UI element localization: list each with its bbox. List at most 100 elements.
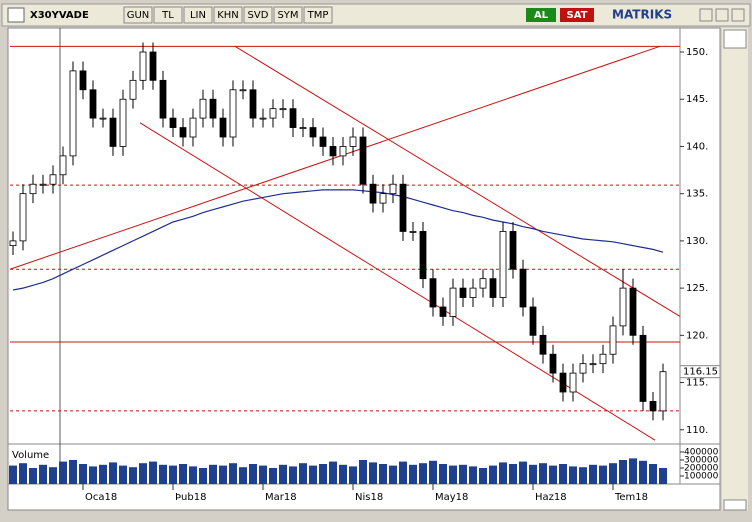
- toolbar-button[interactable]: [123, 6, 153, 24]
- volume-bar: [429, 460, 437, 484]
- candle-body: [549, 353, 557, 374]
- y-tick-label: 125.: [686, 283, 708, 294]
- volume-bar: [279, 464, 287, 484]
- x-tick-label: Haz18: [535, 492, 567, 503]
- buy-label: AL: [534, 10, 549, 21]
- candle-body: [389, 183, 397, 195]
- volume-bar: [559, 464, 567, 484]
- candle-body: [459, 287, 467, 298]
- candle-body: [429, 278, 437, 308]
- toolbar-button-label: SYM: [277, 10, 298, 21]
- trend-line: [9, 45, 661, 270]
- volume-bar: [539, 463, 547, 484]
- candle-body: [569, 372, 577, 393]
- candle-body: [259, 117, 267, 120]
- volume-bar: [349, 466, 357, 484]
- toolbar-button-label: TMP: [307, 10, 329, 21]
- minimize-button[interactable]: [699, 8, 713, 22]
- candle-body: [29, 183, 37, 195]
- x-tick-label: Tem18: [614, 492, 648, 503]
- toolbar-button[interactable]: [213, 6, 243, 24]
- candle-body: [19, 193, 27, 242]
- candle-body: [359, 136, 367, 185]
- volume-tick-label: 300000: [684, 456, 719, 466]
- candle-body: [379, 193, 387, 204]
- volume-tick-label: 100000: [684, 472, 719, 482]
- candle-body: [649, 401, 657, 412]
- volume-bar: [379, 464, 387, 484]
- volume-bar: [459, 464, 467, 484]
- volume-bar: [369, 462, 377, 484]
- y-tick-label: 135.: [686, 189, 708, 200]
- x-tick-label: Þub18: [175, 492, 206, 503]
- volume-bar: [249, 464, 257, 484]
- volume-bar: [389, 465, 397, 484]
- volume-bar: [29, 468, 37, 484]
- volume-bar: [359, 460, 367, 484]
- candle-body: [289, 108, 297, 128]
- toolbar-button[interactable]: [243, 6, 273, 24]
- last-price-tag: [679, 365, 721, 379]
- volume-bar: [49, 467, 57, 484]
- symbol-icon[interactable]: [7, 7, 25, 23]
- volume-bar: [409, 464, 417, 484]
- volume-bar: [519, 461, 527, 484]
- candle-body: [449, 287, 457, 317]
- candle-body: [399, 183, 407, 232]
- candle-body: [139, 51, 147, 81]
- candle-body: [209, 98, 217, 119]
- candle-body: [9, 240, 17, 247]
- scroll-button[interactable]: [723, 499, 747, 511]
- volume-bar: [589, 464, 597, 484]
- y-tick-label: 140.: [686, 141, 708, 152]
- volume-bar: [649, 464, 657, 484]
- volume-bar: [319, 464, 327, 484]
- buy-button[interactable]: [526, 8, 556, 22]
- candle-body: [579, 363, 587, 374]
- candle-body: [219, 117, 227, 138]
- candle-body: [479, 278, 487, 289]
- close-button[interactable]: [731, 8, 745, 22]
- volume-bar: [129, 467, 137, 484]
- volume-bar: [19, 463, 27, 484]
- toolbar-button[interactable]: [153, 6, 183, 24]
- candle-body: [169, 117, 177, 128]
- volume-bar: [79, 464, 87, 484]
- volume-bar: [169, 465, 177, 484]
- x-tick-label: May18: [435, 492, 468, 503]
- candle-body: [129, 79, 137, 100]
- trend-line: [234, 45, 681, 317]
- candle-body: [509, 231, 517, 270]
- volume-bar: [609, 463, 617, 484]
- volume-bar: [39, 464, 47, 484]
- candle-body: [639, 334, 647, 402]
- volume-bar: [329, 461, 337, 484]
- candle-body: [59, 155, 67, 176]
- sell-button[interactable]: [560, 8, 594, 22]
- volume-bar: [109, 462, 117, 484]
- volume-bar: [399, 461, 407, 484]
- volume-title: Volume: [12, 450, 49, 461]
- volume-bar: [309, 465, 317, 484]
- last-price: 116.15: [683, 367, 718, 378]
- maximize-button[interactable]: [715, 8, 729, 22]
- candle-body: [189, 117, 197, 138]
- candle-body: [339, 146, 347, 157]
- x-tick-label: Mar18: [265, 492, 297, 503]
- toolbar-button-label: LIN: [190, 10, 206, 21]
- volume-bar: [289, 466, 297, 484]
- volume-bar: [419, 463, 427, 484]
- toolbar-button[interactable]: [273, 6, 303, 24]
- side-button[interactable]: [723, 29, 747, 49]
- volume-bar: [499, 462, 507, 484]
- side-panel: [722, 28, 748, 510]
- toolbar-button-label: SVD: [248, 10, 269, 21]
- toolbar-button[interactable]: [183, 6, 213, 24]
- candle-body: [239, 89, 247, 92]
- candle-body: [599, 353, 607, 365]
- toolbar-button[interactable]: [303, 6, 333, 24]
- toolbar-button-label: TL: [161, 10, 174, 21]
- x-tick-label: Oca18: [85, 492, 117, 503]
